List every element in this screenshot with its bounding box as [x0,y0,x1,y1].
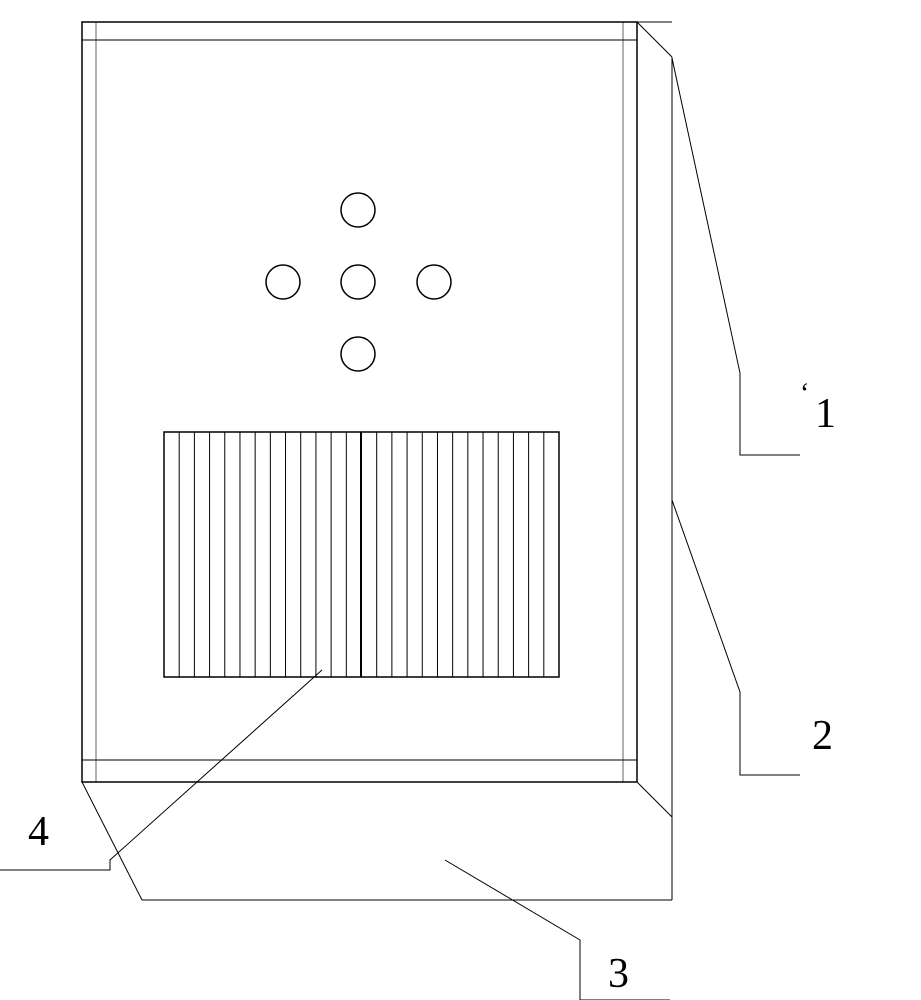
callout-apostrophe: ‘ [800,378,809,410]
callout-label-2: 2 [812,712,833,760]
callout-label-1: 1 [815,390,836,438]
callout-label-3: 3 [608,950,629,998]
callout-label-4: 4 [28,808,49,856]
diagram-canvas [0,0,921,1000]
